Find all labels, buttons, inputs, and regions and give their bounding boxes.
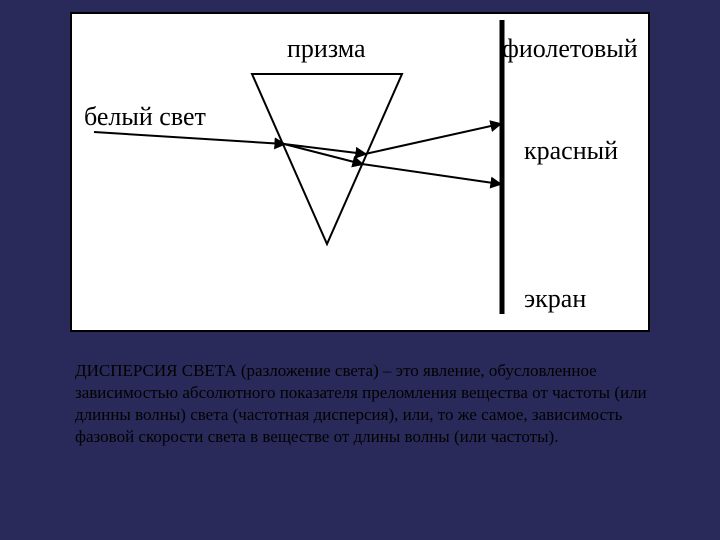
label-screen: экран	[524, 284, 586, 314]
ray-inprism-1	[284, 144, 365, 154]
label-violet: фиолетовый	[502, 34, 638, 64]
ray-incident	[94, 132, 284, 144]
label-white-light: белый свет	[84, 102, 206, 132]
prism-triangle	[252, 74, 402, 244]
ray-inprism-2	[284, 144, 362, 164]
ray-out-red	[362, 164, 500, 184]
label-prism: призма	[287, 34, 366, 64]
ray-out-violet	[365, 124, 500, 154]
slide: призма белый свет фиолетовый красный экр…	[0, 0, 720, 540]
diagram-box: призма белый свет фиолетовый красный экр…	[70, 12, 650, 332]
definition-text: ДИСПЕРСИЯ СВЕТА (разложение света) – это…	[75, 360, 655, 448]
label-red: красный	[524, 136, 618, 166]
